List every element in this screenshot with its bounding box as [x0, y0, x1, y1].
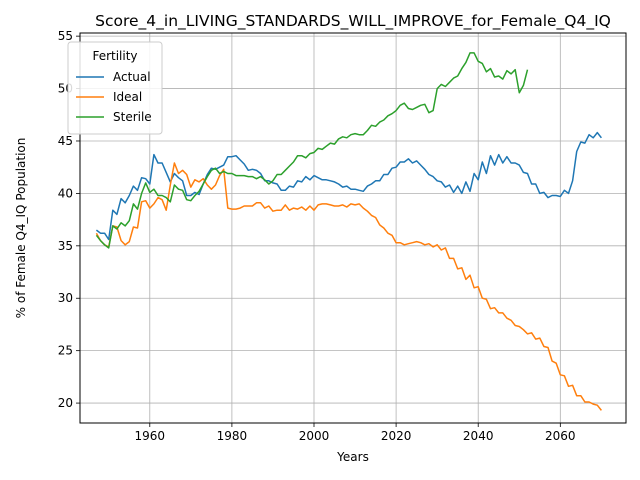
series-line-actual: [95, 131, 602, 241]
series-line-ideal: [95, 162, 602, 411]
x-tick-label: 2020: [381, 429, 412, 443]
series-line-sterile: [95, 52, 529, 249]
x-tick-label: 1980: [217, 429, 248, 443]
plot-frame: [79, 32, 627, 424]
x-tick-label: 2060: [545, 429, 576, 443]
y-axis-label: % of Female Q4_IQ Population: [14, 138, 28, 319]
legend-label-ideal: Ideal: [113, 90, 142, 104]
legend-label-actual: Actual: [113, 70, 151, 84]
y-tick-label: 55: [58, 29, 73, 43]
y-tick-label: 40: [58, 186, 73, 200]
x-axis-ticks: 1960 1980 2000 2020 2040 2060: [135, 423, 576, 443]
chart-title: Score_4_in_LIVING_STANDARDS_WILL_IMPROVE…: [95, 12, 611, 31]
grid-lines: [80, 33, 626, 423]
y-tick-label: 45: [58, 134, 73, 148]
x-axis-label: Years: [336, 450, 369, 464]
series-lines: [95, 52, 602, 411]
x-tick-label: 2000: [299, 429, 330, 443]
x-tick-label: 1960: [135, 429, 166, 443]
legend-box: [67, 41, 163, 135]
x-tick-label: 2040: [463, 429, 494, 443]
legend: Fertility Actual Ideal Sterile: [67, 41, 163, 135]
y-tick-label: 20: [58, 396, 73, 410]
y-tick-label: 25: [58, 344, 73, 358]
legend-label-sterile: Sterile: [113, 110, 152, 124]
y-tick-label: 30: [58, 291, 73, 305]
legend-title: Fertility: [92, 49, 137, 63]
y-tick-label: 35: [58, 239, 73, 253]
